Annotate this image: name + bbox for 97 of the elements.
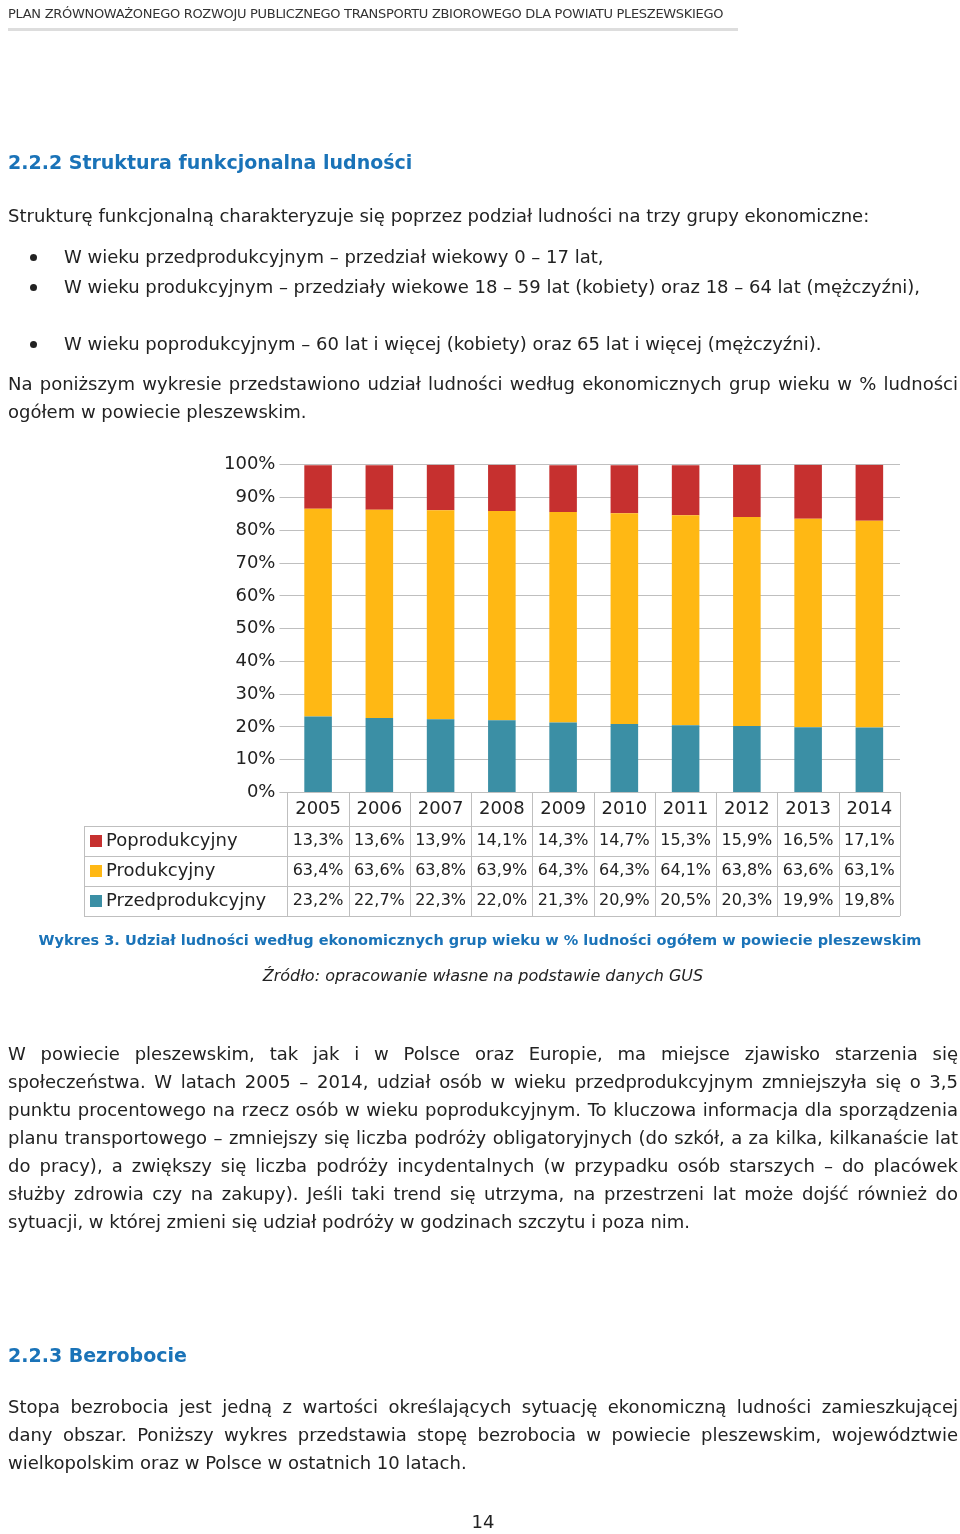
bar <box>304 508 332 717</box>
data-label: 63,4% <box>292 860 344 880</box>
data-label: 23,2% <box>292 890 344 910</box>
data-label: 13,9% <box>415 830 467 850</box>
bar <box>365 509 394 719</box>
bar <box>426 510 455 720</box>
bar <box>733 725 761 792</box>
text: Na poniższym wykresie przedstawiono udział ludności według ekonomicznych grup wieku w % ludności ogółem w powiecie pleszewskim. <box>8 372 958 424</box>
x-tick-label: 2008 <box>478 796 525 818</box>
bar <box>488 720 516 792</box>
y-tick-label: 20% <box>235 714 276 736</box>
bar <box>426 464 455 511</box>
data-label: 63,8% <box>721 860 773 880</box>
text: W wieku produkcyjnym – przedziały wiekowe 18 – 59 lat (kobiety) oraz 18 – 64 lat (mężczyźni), <box>64 275 922 299</box>
y-tick-label: 60% <box>235 583 276 605</box>
y-tick-label: 30% <box>235 681 276 703</box>
bar <box>855 520 884 728</box>
data-label: 20,3% <box>721 890 773 910</box>
y-tick-label: 80% <box>235 517 276 539</box>
x-tick-label: 2005 <box>295 796 341 818</box>
bar <box>549 722 577 792</box>
data-label: 22,7% <box>353 890 405 910</box>
bar <box>365 718 394 792</box>
y-tick-label: 50% <box>235 616 276 638</box>
text: 2.2.3 Bezrobocie <box>8 1343 188 1368</box>
bar <box>794 464 822 519</box>
bar <box>671 725 700 792</box>
text: PLAN ZRÓWNOWAŻONEGO ROZWOJU PUBLICZNEGO TRANSPORTU ZBIOROWEGO DLA POWIATU PLESZEWSKIEGO <box>8 0 738 31</box>
text: 2.2.2 Struktura funkcjonalna ludności <box>8 150 414 175</box>
text: 14 <box>470 1510 496 1534</box>
legend-label: Poprodukcyjny <box>106 828 238 850</box>
legend-label: Produkcyjny <box>106 858 216 880</box>
bar <box>855 464 884 521</box>
y-tick-label: 90% <box>235 485 276 507</box>
text: Stopa bezrobocia jest jedną z wartości określających sytuację ekonomiczną ludności zamieszkującej dany obszar. Poniższy wykres przedstawia stopę bezrobocia w powiecie pleszewskim, województwie wielkopolskim oraz w Polsce w ostatnich 10 latach. <box>8 1395 958 1475</box>
data-label: 64,3% <box>598 860 650 880</box>
text: W powiecie pleszewskim, tak jak i w Polsce oraz Europie, ma miejsce zjawisko starzenia się społeczeństwa. W latach 2005 – 2014, udział osób w wieku przedprodukcyjnym zmniejszyła się o 3,5 punktu procentowego na rzecz osób w wieku poprodukcyjnym. To kluczowa informacja dla sporządzenia planu transportowego – zmniejszy się liczba podróży obligatoryjnych (do szkół, a za kilka, kilkanaście lat do pracy), a zwiększy się liczba podróży incydentalnych (w przypadku osób starszych – do placówek służby zdrowia czy na zakupy). Jeśli taki trend się utrzyma, na przestrzeni lat może dojść również do sytuacji, w której zmieni się udział podróży w godzinach szczytu i poza nim. <box>8 1042 958 1234</box>
data-label: 13,3% <box>292 830 344 850</box>
x-tick-label: 2014 <box>846 796 893 818</box>
y-tick-label: 70% <box>235 550 276 572</box>
bar <box>304 716 332 792</box>
y-tick-label: 10% <box>235 747 276 769</box>
legend-label: Przedprodukcyjny <box>106 888 267 910</box>
bar <box>610 465 639 514</box>
data-label: 17,1% <box>843 830 895 850</box>
bar <box>304 465 332 509</box>
bar <box>549 511 577 723</box>
x-tick-label: 2010 <box>601 796 648 818</box>
data-label: 20,9% <box>598 890 650 910</box>
data-label: 63,1% <box>843 860 895 880</box>
data-label: 63,6% <box>353 860 405 880</box>
x-tick-label: 2007 <box>417 796 464 818</box>
text: W wieku przedprodukcyjnym – przedział wiekowy 0 – 17 lat, <box>64 245 605 269</box>
bar <box>488 464 516 511</box>
text: Strukturę funkcjonalną charakteryzuje się poprzez podział ludności na trzy grupy ekonomiczne: <box>8 204 871 228</box>
x-tick-label: 2012 <box>723 796 770 818</box>
y-tick-label: 0% <box>246 780 276 802</box>
data-label: 21,3% <box>537 890 589 910</box>
data-label: 63,6% <box>782 860 834 880</box>
bar <box>733 464 761 517</box>
bar <box>610 723 639 792</box>
bar <box>671 465 700 516</box>
text: Źródło: opracowanie własne na podstawie danych GUS <box>261 965 705 987</box>
text: W wieku poprodukcyjnym – 60 lat i więcej (kobiety) oraz 65 lat i więcej (mężczyźni). <box>64 332 823 356</box>
data-label: 15,9% <box>721 830 773 850</box>
data-label: 22,0% <box>476 890 528 910</box>
y-tick-label: 40% <box>235 649 276 671</box>
data-label: 64,1% <box>660 860 712 880</box>
x-tick-label: 2006 <box>356 796 403 818</box>
data-label: 14,3% <box>537 830 589 850</box>
bar <box>365 465 394 510</box>
data-label: 63,9% <box>476 860 528 880</box>
y-tick-label: 100% <box>223 452 276 474</box>
data-label: 14,7% <box>598 830 650 850</box>
data-label: 64,3% <box>537 860 589 880</box>
data-label: 15,3% <box>660 830 712 850</box>
bar <box>610 513 639 724</box>
data-label: 16,5% <box>782 830 834 850</box>
data-label: 22,3% <box>415 890 467 910</box>
bar <box>794 518 822 728</box>
data-label: 19,9% <box>782 890 834 910</box>
bar <box>488 510 516 721</box>
data-label: 19,8% <box>843 890 895 910</box>
bar <box>549 465 577 512</box>
data-label: 13,6% <box>353 830 405 850</box>
bar <box>733 516 761 726</box>
x-tick-label: 2011 <box>662 796 709 818</box>
data-label: 14,1% <box>476 830 528 850</box>
bar <box>855 727 884 792</box>
data-label: 20,5% <box>660 890 712 910</box>
x-tick-label: 2013 <box>785 796 832 818</box>
data-label: 63,8% <box>415 860 467 880</box>
bar <box>426 719 455 792</box>
x-tick-label: 2009 <box>540 796 587 818</box>
bar <box>794 727 822 792</box>
bar <box>671 515 700 726</box>
text: Wykres 3. Udział ludności według ekonomicznych grup wieku w % ludności ogółem w powiecie pleszewskim <box>37 932 923 948</box>
